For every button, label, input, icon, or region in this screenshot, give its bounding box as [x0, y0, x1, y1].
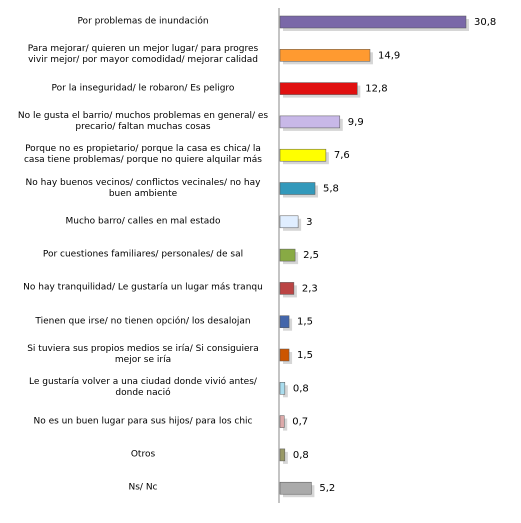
category-label: Tienen que irse/ no tienen opción/ los d… — [35, 316, 251, 327]
bar — [279, 115, 341, 129]
bar — [279, 148, 327, 162]
bar — [279, 348, 290, 362]
category-label: Por problemas de inundación — [77, 16, 209, 27]
value-label: 1,5 — [297, 317, 313, 328]
value-label: 12,8 — [365, 84, 387, 95]
value-label: 2,5 — [303, 250, 319, 261]
category-label: No hay buenos vecinos/ conflictos vecina… — [25, 177, 261, 199]
value-label: 1,5 — [297, 350, 313, 361]
value-label: 3 — [306, 217, 312, 228]
value-label: 2,3 — [302, 283, 318, 294]
category-label: No le gusta el barrio/ muchos problemas … — [17, 110, 269, 132]
bar — [279, 415, 285, 428]
value-label: 7,6 — [334, 150, 350, 161]
bar — [279, 49, 371, 62]
value-label: 0,8 — [293, 450, 309, 461]
value-label: 30,8 — [474, 17, 496, 28]
category-label: Por la inseguridad/ le robaron/ Es pelig… — [51, 83, 235, 94]
value-label: 0,8 — [293, 383, 309, 394]
bar — [279, 481, 312, 495]
bar-shadow — [283, 385, 288, 398]
bar — [279, 15, 467, 29]
bar — [279, 448, 286, 462]
category-label: Ns/ Nc — [128, 482, 158, 493]
bar — [279, 82, 358, 95]
bar — [279, 315, 290, 328]
category-label: No es un buen lugar para sus hijos/ para… — [33, 416, 253, 427]
value-label: 5,8 — [323, 184, 339, 195]
value-label: 14,9 — [378, 50, 400, 61]
value-label: 9,9 — [348, 117, 364, 128]
category-label: Le gustaría volver a una ciudad donde vi… — [29, 377, 257, 399]
bar — [279, 248, 296, 262]
category-label: Para mejorar/ quieren un mejor lugar/ pa… — [27, 44, 259, 66]
bar — [279, 215, 299, 229]
bar — [279, 282, 295, 295]
category-label: Porque no es propietario/ porque la casa… — [23, 144, 263, 166]
category-label: No hay tranquilidad/ Le gustaría un luga… — [23, 282, 263, 293]
bar-shadow — [283, 451, 288, 464]
category-label: Por cuestiones familiares/ personales/ d… — [42, 249, 244, 260]
category-label: Otros — [130, 449, 156, 460]
bar — [279, 182, 316, 195]
value-label: 0,7 — [292, 417, 308, 428]
category-label: Si tuviera sus propios medios se iría/ S… — [27, 344, 259, 365]
value-label: 5,2 — [319, 483, 335, 494]
bar-shadow — [283, 418, 288, 431]
category-label: Mucho barro/ calles en mal estado — [65, 216, 221, 227]
bar — [279, 382, 286, 395]
